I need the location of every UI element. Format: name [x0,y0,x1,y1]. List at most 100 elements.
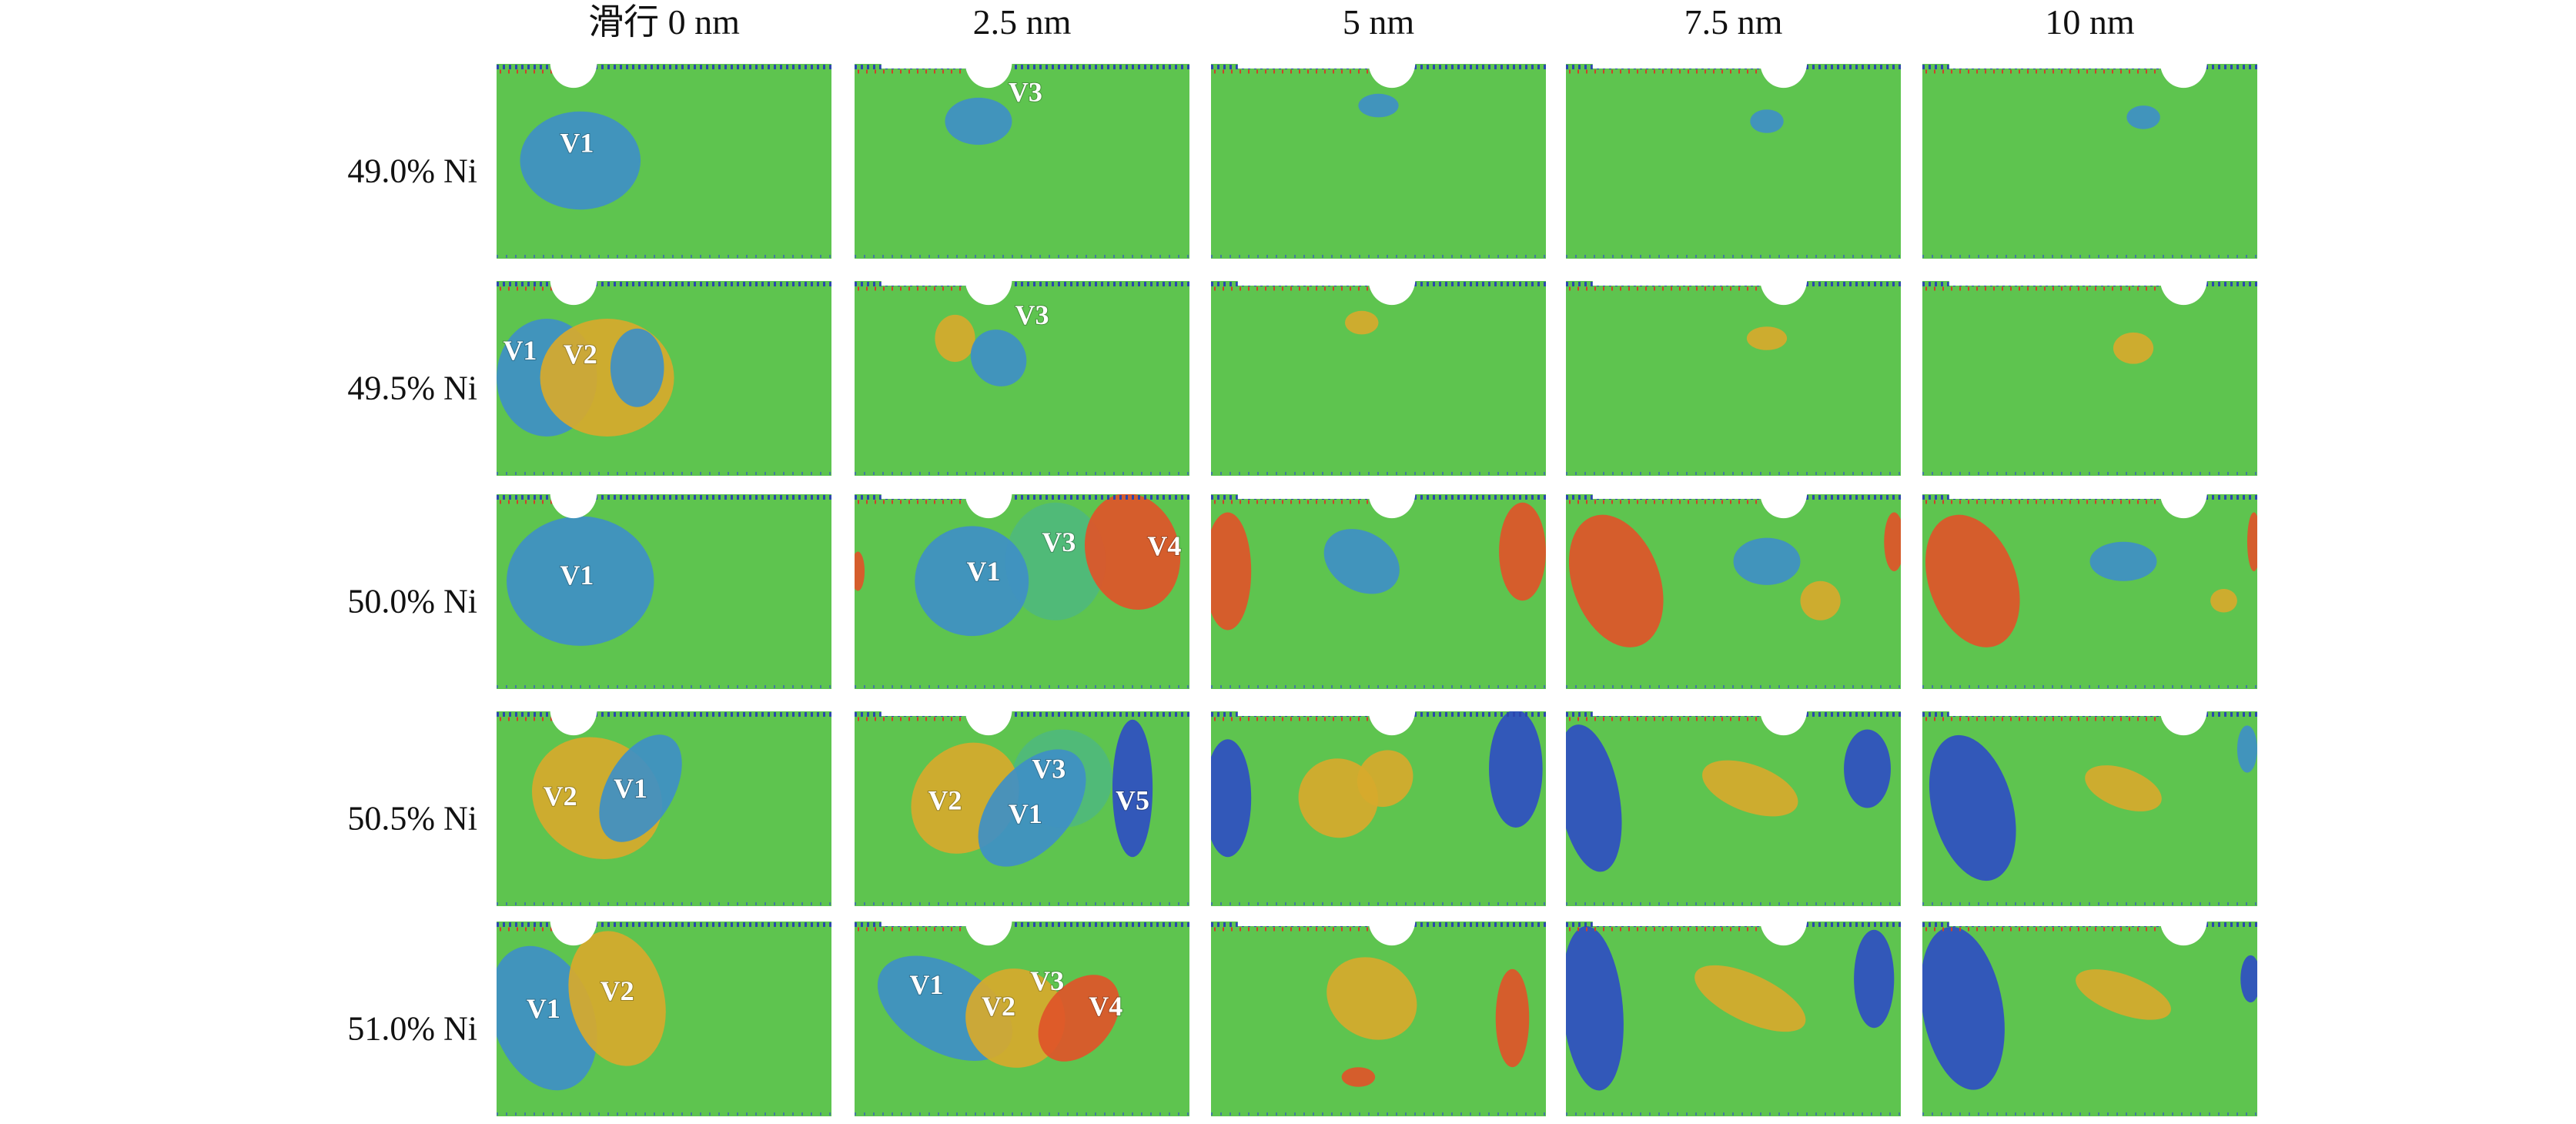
variant-region [1568,514,1664,647]
variant-region [1358,93,1399,118]
variant-region [945,97,1012,146]
variant-region [1005,502,1106,621]
variant-label: V4 [1089,991,1122,1022]
column-header: 滑行 0 nm [588,2,740,42]
variant-region [978,749,1086,867]
simulation-panel [1566,62,1901,259]
variant-region [1326,957,1417,1040]
matrix [855,279,1189,476]
variant-region [1489,710,1543,828]
simulation-panel [497,493,831,689]
panel-top [497,920,831,922]
indenter-notch [1368,710,1416,736]
variant-region [1112,719,1153,858]
panel-top [1211,279,1546,281]
panel-top [855,62,1189,64]
variant-region [1211,512,1252,631]
scratch-groove [1237,62,1392,69]
indenter-notch [1368,920,1416,946]
row-label: 49.5% Ni [347,369,477,406]
panel-top [1922,920,2257,922]
scratch-groove [1949,493,2184,499]
panel-top [1211,62,1546,64]
scratch-groove [881,62,989,69]
scratch-groove [881,710,989,716]
variant-label: V2 [928,784,962,815]
variant-region [855,551,865,591]
panel-top [1211,710,1546,711]
indenter-notch [550,920,597,946]
indenter-notch [1760,279,1808,306]
scratch-groove [1592,279,1784,286]
scratch-groove [1949,62,2184,69]
variant-label: V2 [564,339,597,370]
matrix [1922,279,2257,476]
panel-top [497,710,831,711]
variant-region [1566,724,1622,872]
variant-region [1929,734,2016,881]
column-header: 2.5 nm [973,2,1072,42]
simulation-panel [1211,920,1546,1116]
variant-region [1495,968,1530,1068]
variant-region [1844,729,1891,808]
panel-top [1566,279,1901,281]
variant-region [2240,955,2257,1003]
scratch-groove [1949,920,2184,926]
scratch-groove [1949,279,2184,286]
variant-region [1746,326,1788,350]
indenter-notch [1760,710,1808,736]
indenter-notch [1368,62,1416,89]
simulation-panel [855,710,1189,906]
indenter-notch [550,62,597,89]
panel-top [1922,710,2257,711]
simulation-panel [1211,279,1546,476]
variant-region [2126,105,2160,129]
scratch-groove [1592,710,1784,716]
panel-top [1566,493,1901,494]
indenter-notch [965,710,1012,736]
indenter-notch [965,920,1012,946]
column-header: 10 nm [2045,2,2135,42]
simulation-panel [1566,920,1901,1116]
indenter-notch [965,493,1012,519]
scratch-groove [881,493,989,499]
variant-region [2113,332,2154,364]
indenter-notch [1368,279,1416,306]
column-header: 5 nm [1343,2,1415,42]
simulation-panel [1922,62,2257,259]
variant-region [970,330,1027,386]
simulation-panel [855,493,1189,689]
variant-label: V2 [982,991,1015,1022]
scratch-groove [881,279,989,286]
simulation-panel [497,62,831,259]
variant-region [1702,760,1798,817]
panel-top [1566,710,1901,711]
indenter-notch [965,62,1012,89]
variant-region [568,931,666,1066]
simulation-panel [855,920,1189,1116]
panel-top [855,710,1189,711]
scratch-groove [1949,710,2184,716]
simulation-panel [1922,493,2257,689]
matrix [1211,279,1546,476]
variant-region [2210,588,2237,613]
variant-label: V1 [966,556,1000,587]
variant-region [1922,926,2005,1090]
panel-top [1922,62,2257,64]
variant-region [1499,502,1546,601]
variant-region [610,328,664,407]
variant-region [1084,493,1181,611]
indenter-notch [550,279,597,306]
variant-label: V1 [560,560,594,590]
scratch-groove [881,920,989,926]
variant-region [935,314,975,363]
variant-region [1345,310,1379,335]
variant-region [2085,765,2162,811]
variant-label: V1 [614,773,647,804]
variant-label: V1 [527,993,560,1024]
variant-region [1323,529,1400,594]
variant-region [1038,975,1120,1062]
indenter-notch [1760,62,1808,89]
indenter-notch [2159,920,2207,946]
